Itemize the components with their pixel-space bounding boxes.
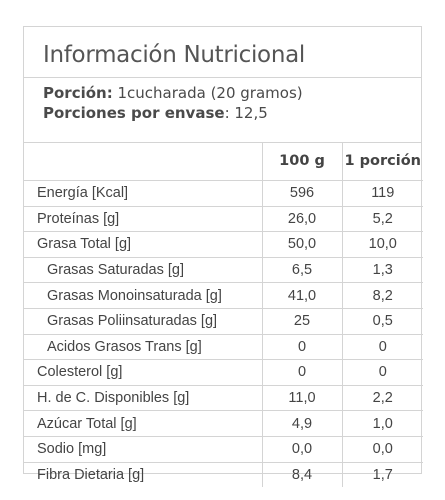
servings-per-pack-label: Porciones por envase — [43, 104, 225, 122]
value-per-portion: 1,3 — [341, 256, 423, 283]
nutrient-name: Acidos Grasos Trans [g] — [24, 333, 262, 360]
nutrient-name: H. de C. Disponibles [g] — [24, 384, 262, 411]
value-per-100g: 0 — [261, 333, 342, 360]
servings-per-pack: Porciones por envase: 12,5 — [43, 104, 268, 122]
nutrient-name: Grasas Saturadas [g] — [24, 256, 262, 283]
table-row: Azúcar Total [g] 4,9 1,0 — [24, 410, 423, 437]
value-per-portion: 0 — [341, 333, 423, 360]
value-per-portion: 8,2 — [341, 282, 423, 309]
nutrient-name: Azúcar Total [g] — [24, 410, 262, 437]
servings-per-pack-value: : 12,5 — [224, 104, 268, 122]
value-per-100g: 596 — [261, 180, 342, 207]
nutrient-name: Grasa Total [g] — [24, 231, 262, 258]
table-row: Energía [Kcal] 596 119 — [24, 180, 423, 207]
header-nutrient — [24, 142, 262, 181]
nutrient-name: Grasas Monoinsaturada [g] — [24, 282, 262, 309]
value-per-portion: 1,0 — [341, 410, 423, 437]
value-per-100g: 6,5 — [261, 256, 342, 283]
table-row: Acidos Grasos Trans [g] 0 0 — [24, 333, 423, 360]
value-per-portion: 5,2 — [341, 205, 423, 232]
value-per-portion: 119 — [341, 180, 423, 207]
nutrient-name: Sodio [mg] — [24, 435, 262, 463]
table-row: Grasas Monoinsaturada [g] 41,0 8,2 — [24, 282, 423, 309]
value-per-100g: 11,0 — [261, 384, 342, 411]
nutrition-table: 100 g 1 porción Energía [Kcal] 596 119 Prot… — [24, 142, 423, 488]
panel-title: Información Nutricional — [43, 42, 305, 68]
table-row: Colesterol [g] 0 0 — [24, 359, 423, 386]
table-header-row: 100 g 1 porción — [24, 142, 423, 181]
table-row: Proteínas [g] 26,0 5,2 — [24, 205, 423, 232]
nutrient-name: Colesterol [g] — [24, 359, 262, 386]
header-per-portion: 1 porción — [341, 142, 423, 181]
value-per-100g: 25 — [261, 307, 342, 335]
nutrient-name: Energía [Kcal] — [24, 180, 262, 207]
value-per-100g: 4,9 — [261, 410, 342, 437]
nutrient-name: Fibra Dietaria [g] — [24, 461, 262, 488]
header-per-100g: 100 g — [261, 142, 342, 181]
value-per-100g: 8,4 — [261, 461, 342, 488]
nutrition-facts-panel: Información Nutricional Porción: 1cuchar… — [23, 26, 423, 488]
serving-divider — [24, 142, 421, 143]
value-per-portion: 2,2 — [341, 384, 423, 411]
value-per-portion: 10,0 — [341, 231, 423, 258]
value-per-100g: 0 — [261, 359, 342, 386]
table-row: H. de C. Disponibles [g] 11,0 2,2 — [24, 384, 423, 411]
title-divider — [24, 77, 421, 78]
value-per-portion: 0,5 — [341, 307, 423, 335]
serving-size: Porción: 1cucharada (20 gramos) — [43, 84, 303, 102]
table-row: Grasas Poliinsaturadas [g] 25 0,5 — [24, 307, 423, 335]
table-row: Sodio [mg] 0,0 0,0 — [24, 435, 423, 463]
value-per-portion: 0 — [341, 359, 423, 386]
value-per-portion: 1,7 — [341, 461, 423, 488]
serving-size-label: Porción: — [43, 84, 113, 102]
nutrient-name: Grasas Poliinsaturadas [g] — [24, 307, 262, 335]
table-row: Fibra Dietaria [g] 8,4 1,7 — [24, 461, 423, 488]
table-row: Grasa Total [g] 50,0 10,0 — [24, 231, 423, 258]
serving-size-value: 1cucharada (20 gramos) — [112, 84, 303, 102]
table-row: Grasas Saturadas [g] 6,5 1,3 — [24, 256, 423, 283]
nutrient-name: Proteínas [g] — [24, 205, 262, 232]
value-per-portion: 0,0 — [341, 435, 423, 463]
value-per-100g: 41,0 — [261, 282, 342, 309]
value-per-100g: 50,0 — [261, 231, 342, 258]
value-per-100g: 0,0 — [261, 435, 342, 463]
value-per-100g: 26,0 — [261, 205, 342, 232]
